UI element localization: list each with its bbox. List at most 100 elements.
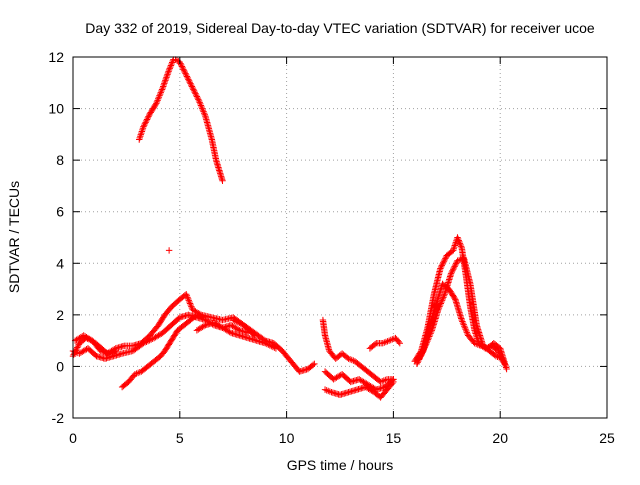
data-point	[144, 337, 152, 345]
data-point	[492, 352, 500, 360]
data-point	[387, 336, 394, 344]
data-point	[450, 264, 458, 272]
data-point	[381, 339, 388, 346]
data-point	[167, 63, 174, 71]
data-point	[137, 133, 144, 140]
data-point	[441, 256, 448, 264]
data-point	[200, 322, 208, 330]
data-point	[426, 331, 434, 339]
data-point	[168, 60, 175, 68]
data-point	[74, 342, 82, 350]
data-point	[451, 294, 458, 302]
data-point	[390, 376, 397, 383]
data-point	[236, 319, 243, 327]
data-point	[145, 111, 153, 119]
data-point	[461, 323, 468, 330]
data-point	[195, 97, 203, 105]
data-point	[146, 337, 153, 344]
data-point	[191, 89, 198, 96]
data-point	[382, 338, 390, 346]
data-point	[143, 338, 150, 345]
data-point	[147, 336, 155, 343]
data-point	[195, 312, 202, 319]
data-point	[438, 297, 446, 304]
data-point	[494, 353, 501, 360]
data-point	[162, 77, 169, 84]
data-point	[133, 370, 140, 377]
data-point	[452, 261, 459, 269]
data-point	[192, 91, 200, 99]
data-point	[184, 294, 191, 301]
data-point	[463, 329, 471, 336]
data-point	[159, 84, 166, 92]
data-point	[458, 316, 465, 324]
series-arc-evening-b	[413, 280, 510, 373]
data-point	[149, 335, 156, 343]
data-point	[325, 387, 332, 395]
data-point	[440, 258, 448, 265]
data-point	[190, 87, 198, 95]
data-point	[423, 339, 430, 346]
data-point	[189, 84, 196, 92]
data-point	[311, 360, 318, 368]
data-point	[455, 237, 462, 244]
data-point	[262, 340, 269, 347]
data-point	[425, 334, 432, 342]
data-point	[186, 79, 193, 86]
data-point	[503, 365, 510, 373]
data-point	[419, 348, 426, 355]
data-point	[416, 354, 423, 361]
data-point	[183, 71, 190, 79]
data-point	[185, 76, 192, 83]
series-arc-noon-c	[321, 368, 397, 393]
data-point	[395, 338, 402, 346]
data-point	[437, 265, 444, 272]
data-point	[139, 125, 147, 132]
data-point	[422, 341, 430, 348]
data-point	[155, 94, 163, 101]
data-point	[179, 64, 186, 72]
data-point	[182, 70, 189, 77]
data-point	[200, 110, 208, 117]
data-point	[440, 292, 448, 299]
data-point	[107, 349, 115, 357]
data-point	[345, 355, 352, 362]
data-point	[168, 59, 176, 66]
data-point	[185, 297, 192, 304]
data-point	[163, 74, 170, 81]
data-point	[457, 243, 465, 250]
data-point	[167, 62, 175, 69]
data-point	[438, 262, 446, 269]
data-point	[420, 346, 427, 354]
data-point	[495, 354, 503, 361]
data-point	[451, 243, 458, 251]
data-point	[143, 116, 151, 123]
data-point	[180, 67, 188, 74]
series-arc-evening-c	[415, 254, 506, 362]
data-point	[175, 315, 182, 322]
data-point	[194, 94, 201, 102]
x-tick-label: 5	[176, 430, 184, 446]
data-point	[457, 241, 464, 249]
data-point	[137, 131, 145, 138]
data-point	[420, 345, 428, 352]
series-arc-mid-fall	[230, 316, 318, 375]
data-point	[461, 324, 469, 331]
data-point	[454, 234, 461, 241]
data-point	[186, 298, 193, 306]
data-point	[437, 263, 445, 271]
data-point	[309, 361, 317, 369]
data-point	[426, 333, 433, 340]
data-point	[162, 75, 170, 83]
y-tick-label: 8	[56, 152, 64, 168]
data-point	[164, 69, 172, 77]
data-point	[178, 63, 186, 70]
x-tick-label: 20	[492, 430, 508, 446]
data-point	[71, 348, 78, 355]
data-point	[390, 335, 398, 342]
data-point	[417, 351, 425, 358]
data-point	[165, 66, 173, 74]
data-point	[471, 340, 478, 347]
data-point	[136, 134, 143, 142]
